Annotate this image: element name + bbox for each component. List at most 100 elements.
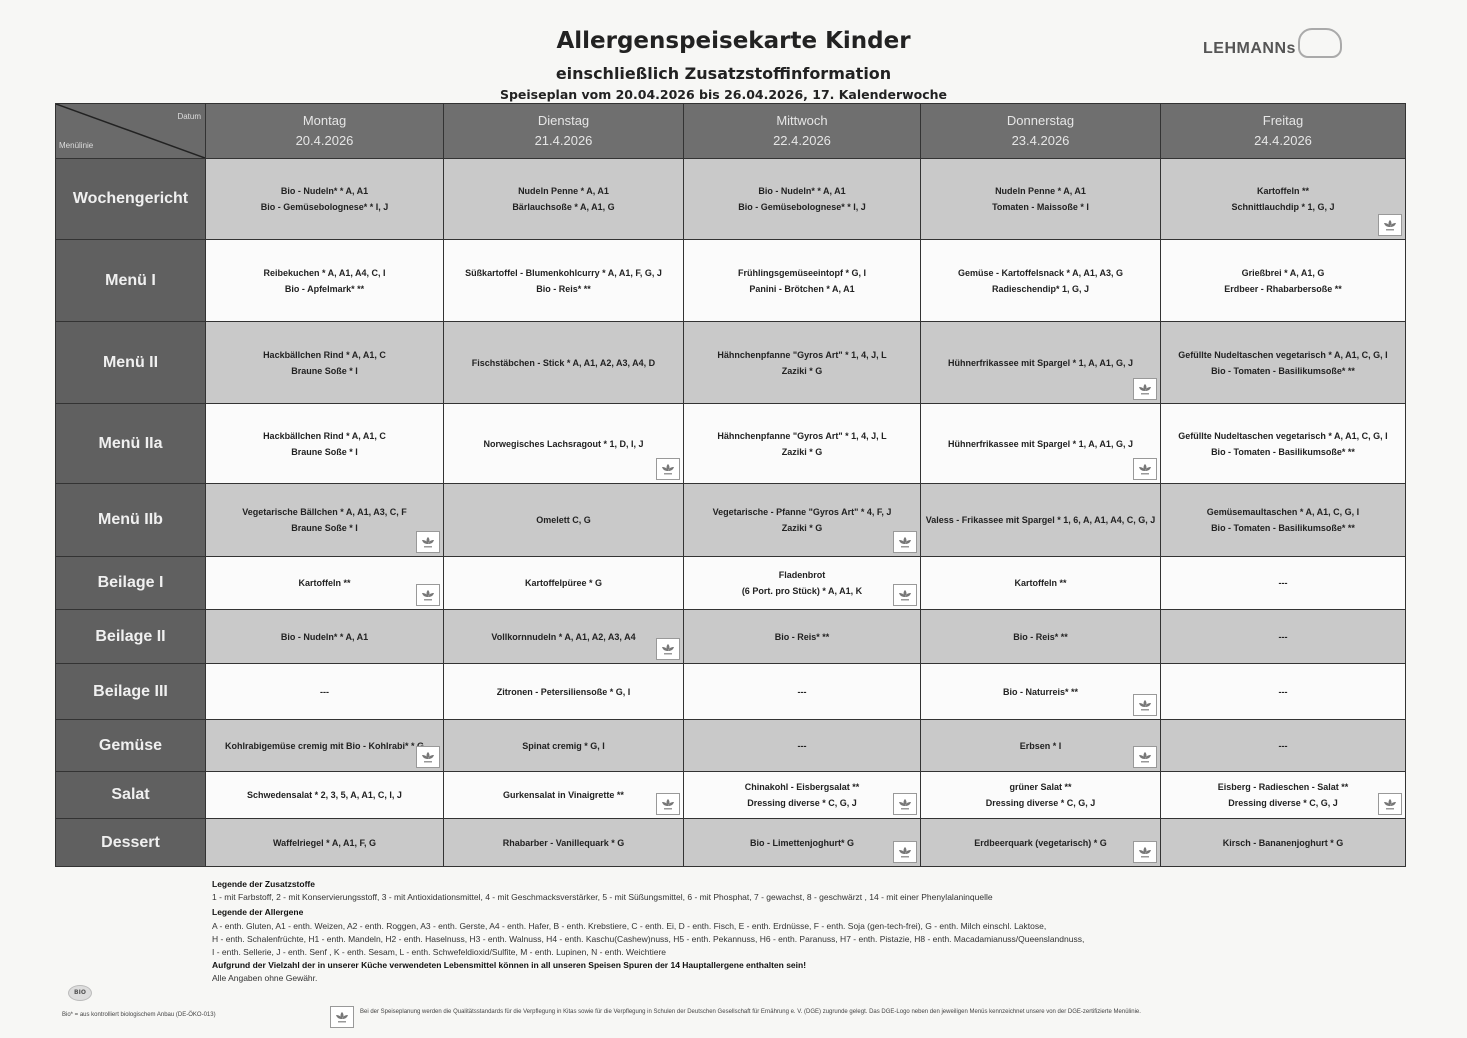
day-date: 24.4.2026 [1254, 133, 1312, 148]
day-date: 23.4.2026 [1011, 133, 1070, 148]
dish-line: Dressing diverse * C, G, J [1228, 798, 1338, 808]
dish-cell: Hähnchenpfanne "Gyros Art" * 1, 4, J, L Z… [683, 321, 921, 404]
dish-cell: Kartoffelpüree * G [443, 556, 684, 610]
dish-line: Schwedensalat * 2, 3, 5, A, A1, C, I, J [247, 790, 402, 800]
dish-line: Eisberg - Radieschen - Salat ** [1217, 782, 1349, 792]
dish-cell: Kirsch - Bananenjoghurt * G [1160, 818, 1406, 867]
dge-logo-icon [893, 793, 917, 815]
dish-line: --- [1278, 686, 1288, 697]
menu-table: Datum Menülinie Montag 20.4.2026 Dienstag 2… [55, 103, 1406, 867]
dge-logo-icon [656, 793, 680, 815]
dish-cell: --- [1160, 609, 1406, 664]
dish-cell: Fladenbrot (6 Port. pro Stück) * A, A1, K [683, 556, 921, 610]
additives-text: 1 - mit Farbstoff, 2 - mit Konservierung… [212, 892, 993, 903]
dish-line: --- [1278, 631, 1288, 642]
day-header-montag: Montag 20.4.2026 [205, 103, 444, 159]
allergens-line-1: A - enth. Gluten, A1 - enth. Weizen, A2 … [212, 920, 1047, 931]
dish-cell: Fischstäbchen - Stick * A, A1, A2, A3, A… [443, 321, 684, 404]
dish-line: Kartoffeln ** [1256, 186, 1309, 196]
dge-logo-icon [1378, 214, 1402, 236]
dge-logo-icon [893, 584, 917, 606]
dge-logo-icon [1133, 378, 1157, 400]
menu-line-label: Menü I [55, 239, 206, 322]
dish-line: Kartoffelpüree * G [524, 578, 602, 588]
dish-line: Vegetarische - Pfanne "Gyros Art" * 4, F… [712, 507, 892, 517]
corner-datum: Datum [177, 112, 201, 121]
dge-note: Bei der Speiseplanung werden die Qualitä… [330, 1006, 1310, 1028]
dish-line: --- [1278, 578, 1288, 588]
dish-cell: --- [1160, 556, 1406, 610]
dish-cell: Kartoffeln ** Schnittlauchdip * 1, G, J [1160, 158, 1406, 240]
day-name: Freitag [1262, 113, 1304, 128]
dish-cell: Vegetarische - Pfanne "Gyros Art" * 4, F… [683, 483, 921, 557]
dge-logo-icon [893, 531, 917, 553]
dish-line: Hackbällchen Rind * A, A1, C [263, 349, 386, 360]
dish-line: Kirsch - Bananenjoghurt * G [1222, 837, 1344, 848]
dish-line: Bio - Naturreis* ** [1002, 686, 1079, 697]
dish-line: Hackbällchen Rind * A, A1, C [263, 430, 386, 441]
dish-line: Hühnerfrikassee mit Spargel * 1, A, A1, … [948, 438, 1133, 449]
dish-cell: Schwedensalat * 2, 3, 5, A, A1, C, I, J [205, 771, 444, 819]
dish-line: Grießbrei * A, A1, G [1241, 267, 1325, 278]
dish-line: Vollkornnudeln * A, A1, A2, A3, A4 [491, 631, 636, 642]
dish-line: Reibekuchen * A, A1, A4, C, I [263, 267, 386, 278]
dge-logo-icon [416, 584, 440, 606]
dish-line: Omelett C, G [536, 515, 591, 525]
allergens-title: Legende der Allergene [212, 907, 304, 918]
day-header-dienstag: Dienstag 21.4.2026 [443, 103, 684, 159]
additives-title: Legende der Zusatzstoffe [212, 879, 315, 889]
day-date: 21.4.2026 [534, 133, 593, 148]
day-name: Donnerstag [1006, 113, 1075, 128]
dish-line: Bio - Reis* ** [536, 283, 591, 294]
dish-cell: Bio - Nudeln* * A, A1 [205, 609, 444, 664]
allergens-line-3: I - enth. Sellerie, J - enth. Senf , K -… [212, 947, 667, 958]
dish-line: Chinakohl - Eisbergsalat ** [744, 782, 860, 792]
day-name: Mittwoch [776, 113, 828, 128]
dish-cell: Frühlingsgemüseeintopf * G, I Panini - Br… [683, 239, 921, 322]
dish-cell: Gefüllte Nudeltaschen vegetarisch * A, A… [1160, 403, 1406, 484]
dish-line: Kartoffeln ** [1014, 578, 1067, 588]
menu-row: Dessert Waffelriegel * A, A1, F, G Rhabarb… [55, 818, 1406, 867]
dish-line: (6 Port. pro Stück) * A, A1, K [741, 586, 863, 596]
dish-cell: Kartoffeln ** [205, 556, 444, 610]
menu-row: Beilage III --- Zitronen - Petersiliensoße… [55, 663, 1406, 720]
menu-row: Menü IIa Hackbällchen Rind * A, A1, C Brau… [55, 403, 1406, 484]
dish-line: Vegetarische Bällchen * A, A1, A3, C, F [242, 507, 407, 517]
dish-cell: Reibekuchen * A, A1, A4, C, I Bio - Apfel… [205, 239, 444, 322]
dish-line: Spinat cremig * G, I [522, 740, 605, 751]
dish-line: Radieschendip* 1, G, J [991, 283, 1090, 294]
dish-line: Bio - Nudeln* * A, A1 [280, 631, 369, 642]
day-date: 20.4.2026 [295, 133, 354, 148]
dish-line: Fladenbrot [778, 570, 826, 580]
dish-cell: grüner Salat ** Dressing diverse * C, G, … [920, 771, 1161, 819]
dish-cell: Gemüsemaultaschen * A, A1, C, G, I Bio - … [1160, 483, 1406, 557]
dish-line: Hühnerfrikassee mit Spargel * 1, A, A1, … [948, 357, 1133, 368]
dge-logo-icon [416, 531, 440, 553]
menu-line-label: Dessert [55, 818, 206, 867]
dish-line: Schnittlauchdip * 1, G, J [1231, 202, 1335, 212]
dish-cell: Hackbällchen Rind * A, A1, C Braune Soße … [205, 321, 444, 404]
dish-line: Tomaten - Maissoße * I [992, 202, 1089, 212]
page-title: Allergenspeisekarte Kinder [556, 28, 911, 54]
day-header-mittwoch: Mittwoch 22.4.2026 [683, 103, 921, 159]
dish-line: Gefüllte Nudeltaschen vegetarisch * A, A… [1178, 349, 1388, 360]
dish-cell: Kohlrabigemüse cremig mit Bio - Kohlrabi… [205, 719, 444, 772]
dge-note-text: Bei der Speiseplanung werden die Qualitä… [360, 1009, 1141, 1015]
dish-line: Bio - Gemüsebolognese* * I, J [738, 202, 866, 212]
dish-cell: Chinakohl - Eisbergsalat ** Dressing dive… [683, 771, 921, 819]
dge-logo-icon [1133, 841, 1157, 863]
dish-cell: Hühnerfrikassee mit Spargel * 1, A, A1, … [920, 403, 1161, 484]
dish-cell: Valess - Frikassee mit Spargel * 1, 6, A… [920, 483, 1161, 557]
dish-line: Gefüllte Nudeltaschen vegetarisch * A, A… [1178, 430, 1388, 441]
dish-cell: --- [1160, 663, 1406, 720]
dish-line: Fischstäbchen - Stick * A, A1, A2, A3, A… [471, 357, 656, 368]
dish-cell: Bio - Reis* ** [683, 609, 921, 664]
dish-line: Braune Soße * I [291, 523, 358, 533]
dish-cell: Rhabarber - Vanillequark * G [443, 818, 684, 867]
menu-row: Gemüse Kohlrabigemüse cremig mit Bio - Ko… [55, 719, 1406, 772]
dish-line: Braune Soße * I [291, 446, 358, 457]
dish-line: grüner Salat ** [1009, 782, 1072, 792]
dish-cell: --- [683, 663, 921, 720]
dish-cell: Bio - Reis* ** [920, 609, 1161, 664]
day-header-donnerstag: Donnerstag 23.4.2026 [920, 103, 1161, 159]
